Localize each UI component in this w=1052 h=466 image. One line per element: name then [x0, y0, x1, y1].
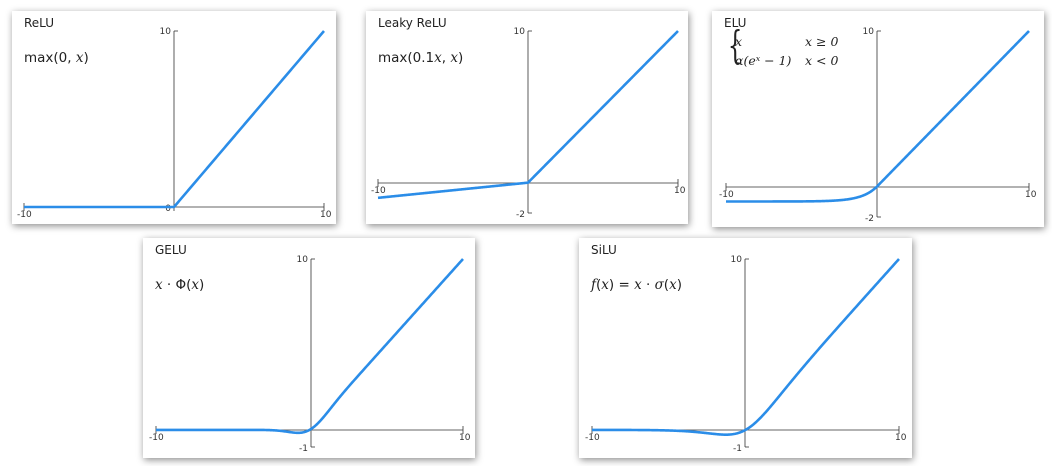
- chart-title-relu: ReLU: [24, 16, 55, 30]
- formula-text: ): [199, 277, 205, 293]
- y-tick-label-bottom: -1: [733, 444, 742, 454]
- series-line-leaky-relu: [377, 30, 679, 200]
- series-line-relu: [23, 30, 325, 209]
- formula-text: (: [663, 277, 670, 293]
- chart-card-silu: -10 10 10 -1 SiLU f(x) = x · σ(x): [579, 238, 912, 458]
- x-tick-label-left: -10: [585, 433, 600, 443]
- x-tick-label-right: 10: [320, 210, 332, 220]
- x-tick-label-right: 10: [895, 433, 907, 443]
- formula-var: σ: [654, 277, 664, 293]
- formula-text: (: [596, 277, 602, 293]
- y-tick-label-bottom: -2: [516, 210, 525, 220]
- chart-title-silu: SiLU: [591, 243, 617, 257]
- formula-text: ,: [441, 50, 451, 66]
- x-tick-label-left: -10: [719, 190, 734, 200]
- chart-plot-silu: -10 10 10 -1: [585, 255, 907, 454]
- formula-gelu: x · Φ(x): [155, 277, 204, 293]
- chart-card-leaky-relu: -10 10 10 -2 Leaky ReLU max(0.1x, x): [366, 11, 688, 224]
- formula-brace-icon: {: [727, 23, 743, 67]
- chart-card-gelu: -10 10 10 -1 GELU x · Φ(x): [143, 238, 475, 458]
- y-tick-label-top: 10: [160, 27, 172, 37]
- formula-var: x: [669, 277, 677, 293]
- formula-case-cond: x < 0: [805, 53, 839, 68]
- formula-var: x: [75, 50, 84, 66]
- x-tick-label-left: -10: [149, 433, 164, 443]
- y-tick-label-top: 10: [731, 255, 743, 265]
- formula-var: x: [191, 277, 200, 293]
- chart-plot-leaky-relu: -10 10 10 -2: [371, 27, 686, 220]
- formula-var: x: [601, 277, 609, 293]
- formula-text: ) =: [608, 277, 635, 293]
- chart-title-gelu: GELU: [155, 243, 187, 257]
- y-tick-label-bottom: -1: [299, 444, 308, 454]
- chart-title-leaky-relu: Leaky ReLU: [378, 16, 447, 30]
- y-tick-label-bottom: 0: [165, 204, 171, 214]
- formula-var: x: [634, 277, 642, 293]
- formula-text: max(0,: [24, 50, 76, 66]
- formula-case-expr: α(eˣ − 1): [735, 53, 792, 68]
- formula-relu: max(0, x): [24, 50, 89, 66]
- x-tick-label-left: -10: [371, 186, 386, 196]
- series-line-gelu: [155, 258, 464, 435]
- formula-case-expr: x: [735, 34, 743, 49]
- formula-var: f: [591, 277, 596, 293]
- series-line-elu: [725, 30, 1030, 203]
- formula-leaky-relu: max(0.1x, x): [378, 50, 463, 66]
- formula-case-cond: x ≥ 0: [805, 34, 839, 49]
- x-tick-label-right: 10: [674, 186, 686, 196]
- y-tick-label-bottom: -2: [865, 214, 874, 224]
- x-tick-label-right: 10: [1025, 190, 1037, 200]
- formula-text: · Φ(: [162, 277, 192, 293]
- formula-text: max(0.1: [378, 50, 435, 66]
- y-tick-label-top: 10: [297, 255, 309, 265]
- x-tick-label-left: -10: [17, 210, 32, 220]
- chart-card-elu: -10 10 10 -2 ELU { x x ≥ 0 α(eˣ − 1) x <…: [712, 11, 1044, 227]
- formula-text: ·: [641, 277, 655, 293]
- formula-silu: f(x) = x · σ(x): [591, 277, 682, 293]
- formula-var: x: [450, 50, 458, 66]
- formula-text: ): [676, 277, 682, 293]
- formula-text: ): [83, 50, 89, 66]
- x-tick-label-right: 10: [459, 433, 471, 443]
- y-tick-label-top: 10: [863, 27, 875, 37]
- chart-title-elu: ELU: [724, 16, 747, 30]
- formula-text: ): [458, 50, 464, 66]
- series-line-silu: [591, 258, 900, 436]
- chart-plot-elu: -10 10 10 -2: [719, 27, 1037, 224]
- formula-var: x: [434, 50, 442, 66]
- y-tick-label-top: 10: [514, 27, 526, 37]
- chart-plot-gelu: -10 10 10 -1: [149, 255, 471, 454]
- chart-card-relu: -10 10 10 0 ReLU max(0, x): [12, 11, 336, 224]
- formula-var: x: [155, 277, 163, 293]
- chart-plot-relu: -10 10 10 0: [17, 27, 332, 220]
